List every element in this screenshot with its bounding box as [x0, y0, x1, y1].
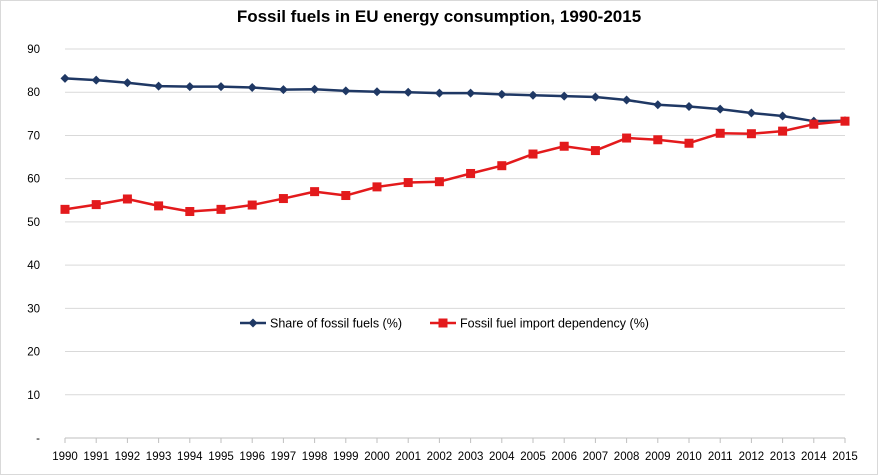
- data-point-diamond: [247, 82, 257, 92]
- series: [60, 73, 850, 217]
- data-point-square: [715, 128, 725, 138]
- x-tick-label: 1999: [333, 451, 359, 463]
- data-point-square: [778, 126, 788, 136]
- legend: Share of fossil fuels (%) Fossil fuel imp…: [240, 317, 649, 331]
- data-point-square: [528, 149, 538, 159]
- y-tick-label: 40: [27, 260, 40, 272]
- y-tick-label: -: [36, 433, 40, 445]
- data-point-diamond: [185, 82, 195, 92]
- data-point-square: [403, 178, 413, 188]
- data-point-square: [278, 194, 288, 204]
- x-tick-label: 2000: [364, 451, 390, 463]
- x-tick-label: 2015: [832, 451, 858, 463]
- data-point-square: [653, 135, 663, 145]
- x-tick-label: 1993: [146, 451, 172, 463]
- y-tick-label: 50: [27, 217, 40, 229]
- data-point-square: [434, 177, 444, 187]
- data-point-diamond: [778, 111, 788, 121]
- y-tick-label: 80: [27, 87, 40, 99]
- data-point-diamond: [403, 87, 413, 97]
- data-point-square: [247, 200, 257, 210]
- legend-label-2: Fossil fuel import dependency (%): [460, 317, 649, 331]
- data-point-square: [185, 207, 195, 217]
- y-tick-label: 90: [27, 44, 40, 56]
- x-tick-label: 2011: [708, 451, 733, 463]
- data-point-square: [622, 133, 632, 143]
- data-point-diamond: [154, 81, 164, 91]
- data-point-diamond: [278, 85, 288, 95]
- data-point-diamond: [715, 104, 725, 114]
- x-tick-label: 2013: [770, 451, 796, 463]
- x-tick-label: 2003: [458, 451, 484, 463]
- data-point-diamond: [590, 92, 600, 102]
- data-point-diamond: [310, 84, 320, 94]
- data-point-diamond: [528, 90, 538, 100]
- x-tick-label: 2004: [489, 451, 515, 463]
- data-point-square: [122, 194, 132, 204]
- x-tick-label: 1994: [177, 451, 203, 463]
- data-point-diamond: [497, 89, 507, 99]
- y-tick-label: 60: [27, 174, 40, 186]
- data-point-square: [216, 204, 226, 214]
- y-tick-label: 10: [27, 390, 40, 402]
- chart-title: Fossil fuels in EU energy consumption, 1…: [236, 7, 642, 26]
- data-point-diamond: [466, 88, 476, 98]
- data-point-square: [341, 191, 351, 201]
- data-point-diamond: [341, 86, 351, 96]
- x-tick-label: 1997: [271, 451, 297, 463]
- x-tick-label: 2014: [801, 451, 827, 463]
- axes: - 10 20 30 40 50 60 70 80 90 1990 1991 1992 1993 1994 1…: [27, 44, 858, 463]
- data-point-diamond: [122, 78, 132, 88]
- x-tick-label: 2005: [520, 451, 546, 463]
- legend-marker-square: [438, 318, 448, 328]
- x-tick-label: 1996: [239, 451, 265, 463]
- data-point-diamond: [372, 87, 382, 97]
- data-point-square: [310, 187, 320, 197]
- data-point-diamond: [684, 101, 694, 111]
- data-point-square: [590, 146, 600, 156]
- data-point-square: [372, 182, 382, 192]
- data-point-diamond: [434, 88, 444, 98]
- data-point-square: [466, 168, 476, 178]
- data-point-square: [809, 119, 819, 129]
- data-point-diamond: [60, 73, 70, 83]
- x-tick-label: 2008: [614, 451, 640, 463]
- y-tick-label: 20: [27, 347, 40, 359]
- x-tick-label: 2007: [583, 451, 609, 463]
- legend-label-1: Share of fossil fuels (%): [270, 317, 402, 331]
- data-point-square: [746, 129, 756, 139]
- data-point-diamond: [653, 100, 663, 110]
- x-tick-label: 2009: [645, 451, 671, 463]
- gridlines: [65, 48, 845, 396]
- x-tick-label: 2006: [551, 451, 577, 463]
- series-line-2: [64, 119, 846, 213]
- data-point-square: [559, 141, 569, 151]
- x-tick-label: 1990: [52, 451, 78, 463]
- data-point-square: [91, 200, 101, 210]
- data-point-square: [60, 204, 70, 214]
- data-point-diamond: [216, 82, 226, 92]
- series-line-1: [64, 77, 846, 123]
- x-tick-label: 1995: [208, 451, 234, 463]
- x-tick-label: 1998: [302, 451, 328, 463]
- y-tick-label: 30: [27, 303, 40, 315]
- data-point-square: [684, 138, 694, 148]
- data-point-square: [840, 116, 850, 126]
- x-tick-label: 2010: [676, 451, 702, 463]
- data-point-diamond: [559, 91, 569, 101]
- legend-marker-diamond: [248, 318, 258, 328]
- data-point-square: [154, 201, 164, 211]
- y-tick-label: 70: [27, 130, 40, 142]
- x-tick-label: 2012: [739, 451, 765, 463]
- x-tick-label: 2002: [427, 451, 453, 463]
- data-point-square: [497, 161, 507, 171]
- data-point-diamond: [91, 75, 101, 85]
- data-point-diamond: [746, 108, 756, 118]
- x-tick-label: 1992: [115, 451, 141, 463]
- x-tick-label: 2001: [395, 451, 421, 463]
- data-point-diamond: [622, 95, 632, 105]
- x-tick-label: 1991: [83, 451, 109, 463]
